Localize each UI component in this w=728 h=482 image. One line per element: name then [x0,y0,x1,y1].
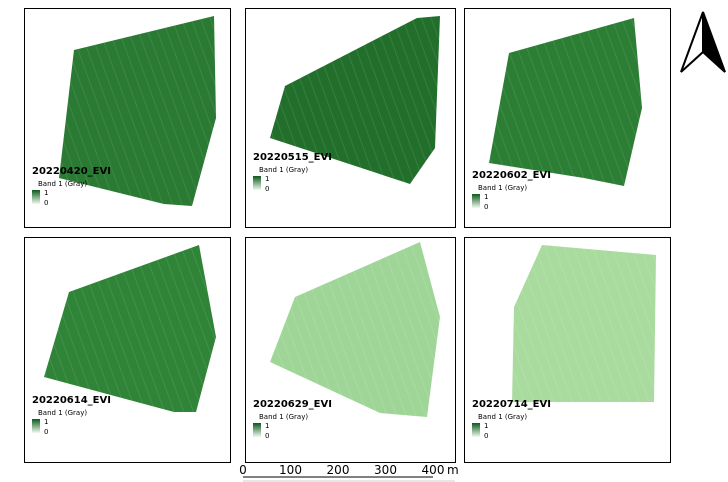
legend-max: 1 [265,422,269,430]
legend-title: 20220614_EVI [32,395,111,406]
legend-title: 20220515_EVI [253,152,332,163]
map-panel: 20220420_EVI Band 1 (Gray)1 0 [25,9,231,228]
legend-min: 0 [44,199,48,207]
legend-min: 0 [484,432,488,440]
legend-max: 1 [484,193,488,201]
field-texture [512,245,656,402]
scale-unit: m [447,463,459,477]
legend-swatch [253,176,261,190]
map-panel: 20220614_EVI Band 1 (Gray)1 0 [25,238,231,463]
legend-max: 1 [265,175,269,183]
scale-tick-label: 0 [239,463,247,477]
legend-label: Band 1 (Gray) [478,184,527,192]
legend-label: Band 1 (Gray) [38,180,87,188]
map-panel: 20220629_EVI Band 1 (Gray)1 0 [246,238,456,463]
legend-swatch [472,194,480,208]
map-figure: 20220420_EVIBand 1 (Gray)1020220515_EVIB… [0,0,728,482]
scale-tick-label: 300 [374,463,397,477]
map-panel: 20220602_EVI Band 1 (Gray)1 0 [465,9,671,228]
scale-tick-label: 100 [279,463,302,477]
legend-min: 0 [265,432,269,440]
legend-title: 20220714_EVI [472,399,551,410]
legend-swatch [472,423,480,437]
legend-max: 1 [44,418,48,426]
legend-swatch [32,190,40,204]
scale-tick-label: 200 [327,463,350,477]
scale-tick-label: 400 [422,463,445,477]
legend-min: 0 [265,185,269,193]
legend-label: Band 1 (Gray) [259,166,308,174]
legend-title: 20220602_EVI [472,170,551,181]
legend-max: 1 [44,189,48,197]
legend-title: 20220629_EVI [253,399,332,410]
legend-max: 1 [484,422,488,430]
legend-label: Band 1 (Gray) [478,413,527,421]
legend-label: Band 1 (Gray) [38,409,87,417]
legend-swatch [253,423,261,437]
legend-title: 20220420_EVI [32,166,111,177]
legend-swatch [32,419,40,433]
map-panel: 20220714_EVI Band 1 (Gray)1 0 [465,238,671,463]
legend-min: 0 [44,428,48,436]
legend-label: Band 1 (Gray) [259,413,308,421]
legend-min: 0 [484,203,488,211]
north-arrow [681,12,725,72]
map-panel: 20220515_EVI Band 1 (Gray)1 0 [246,9,456,228]
